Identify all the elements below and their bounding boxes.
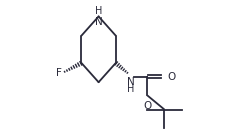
Text: O: O	[167, 72, 175, 82]
Text: H: H	[95, 6, 102, 16]
Text: F: F	[56, 68, 62, 78]
Text: N: N	[95, 17, 103, 27]
Text: O: O	[143, 101, 151, 111]
Text: N: N	[127, 77, 135, 87]
Text: H: H	[127, 84, 135, 94]
